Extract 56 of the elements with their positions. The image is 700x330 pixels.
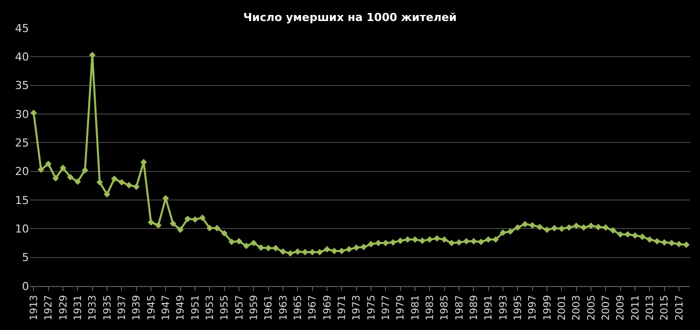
x-tick-label: 1967 bbox=[308, 295, 319, 320]
x-tick-label: 2003 bbox=[572, 295, 583, 320]
x-tick-label: 1989 bbox=[468, 295, 480, 320]
x-tick-label: 1927 bbox=[44, 295, 55, 320]
x-tick-label: 1939 bbox=[132, 295, 143, 320]
x-tick-label: 1985 bbox=[440, 295, 451, 320]
x-tick-label: 2007 bbox=[600, 295, 612, 320]
x-tick-label: 2001 bbox=[556, 295, 568, 320]
x-tick-label: 1961 bbox=[264, 295, 275, 320]
y-tick-label: 5 bbox=[22, 251, 29, 264]
x-tick-label: 1979 bbox=[396, 295, 407, 320]
x-tick-label: 1987 bbox=[454, 295, 466, 320]
x-tick-label: 1951 bbox=[190, 295, 202, 320]
x-tick-label: 1935 bbox=[102, 295, 114, 320]
x-tick-label: 1977 bbox=[380, 295, 392, 320]
y-tick-label: 10 bbox=[15, 222, 29, 236]
x-tick-label: 1949 bbox=[176, 295, 187, 320]
y-tick-label: 25 bbox=[15, 136, 29, 150]
y-tick-label: 20 bbox=[15, 165, 29, 178]
x-tick-label: 1991 bbox=[484, 295, 495, 320]
y-tick-label: 15 bbox=[15, 194, 29, 207]
x-tick-label: 1953 bbox=[204, 295, 216, 320]
x-tick-label: 1969 bbox=[322, 295, 334, 320]
x-tick-label: 2005 bbox=[586, 295, 598, 320]
x-tick-label: 1959 bbox=[248, 295, 260, 320]
x-tick-label: 1983 bbox=[424, 295, 436, 320]
x-tick-label: 1937 bbox=[116, 295, 128, 320]
x-tick-label: 1971 bbox=[336, 295, 348, 320]
x-tick-label: 1973 bbox=[352, 295, 363, 320]
y-tick-label: 40 bbox=[15, 50, 29, 64]
x-tick-label: 1999 bbox=[542, 295, 554, 320]
x-tick-label: 2009 bbox=[616, 295, 627, 320]
x-tick-label: 1981 bbox=[410, 295, 422, 320]
chart-title: Число умерших на 1000 жителей bbox=[243, 10, 457, 24]
y-tick-label: 45 bbox=[15, 22, 29, 35]
x-tick-label: 1933 bbox=[88, 295, 99, 320]
x-tick-label: 1997 bbox=[528, 295, 539, 320]
x-tick-label: 1965 bbox=[292, 295, 304, 320]
x-tick-label: 2013 bbox=[644, 295, 656, 320]
x-tick-label: 1929 bbox=[58, 295, 70, 320]
x-tick-label: 1931 bbox=[72, 295, 84, 320]
x-tick-label: 1913 bbox=[28, 295, 40, 320]
x-tick-label: 1945 bbox=[146, 295, 158, 320]
x-tick-label: 1957 bbox=[234, 295, 246, 320]
y-tick-label: 35 bbox=[15, 79, 29, 92]
y-tick-label: 30 bbox=[15, 108, 29, 121]
x-tick-label: 1963 bbox=[278, 295, 290, 320]
x-tick-label: 2011 bbox=[630, 295, 642, 320]
x-tick-label: 2015 bbox=[660, 295, 671, 320]
x-tick-label: 2017 bbox=[674, 295, 686, 320]
x-tick-label: 1993 bbox=[498, 295, 510, 320]
y-tick-label: 0 bbox=[22, 280, 29, 293]
x-tick-label: 1955 bbox=[220, 295, 231, 320]
x-tick-label: 1995 bbox=[512, 295, 524, 320]
x-tick-label: 1947 bbox=[160, 295, 172, 320]
x-tick-label: 1975 bbox=[366, 295, 378, 320]
